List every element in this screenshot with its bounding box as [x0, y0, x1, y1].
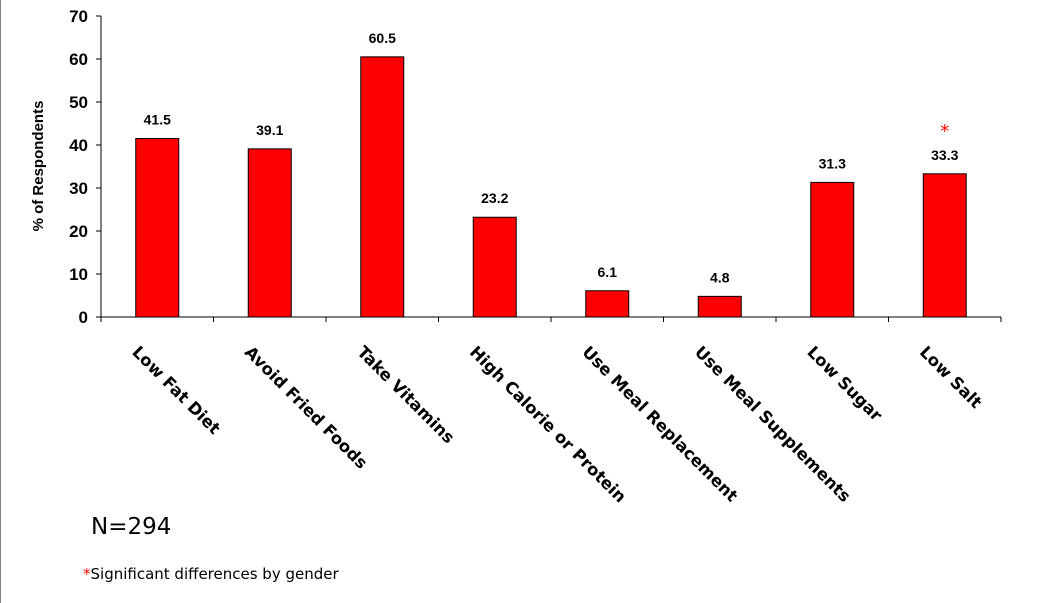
- y-tick-label: 40: [69, 136, 88, 155]
- y-tick-label: 70: [69, 7, 88, 26]
- data-label: 33.3: [931, 147, 958, 163]
- bar: [360, 56, 405, 318]
- y-axis-title: % of Respondents: [30, 101, 47, 232]
- bar: [135, 138, 180, 318]
- data-label: 23.2: [481, 190, 508, 206]
- bar: [247, 148, 292, 318]
- bars: 41.5 39.1 60.5 23.2 6.1 4.8 31.3 33.3 *: [135, 30, 967, 318]
- significance-text: Significant differences by gender: [90, 565, 339, 583]
- y-tick-label: 60: [69, 50, 88, 69]
- x-tick-label: Avoid Fried Foods: [241, 342, 371, 472]
- data-label: 41.5: [144, 112, 171, 128]
- significance-marker: *: [83, 565, 91, 583]
- y-tick-label: 50: [69, 93, 88, 112]
- y-tick-label: 10: [69, 265, 88, 284]
- x-tick-label: Low Sugar: [803, 342, 886, 425]
- significance-note: *Significant differences by gender: [83, 565, 339, 583]
- y-tick-label: 30: [69, 179, 88, 198]
- data-label: 31.3: [819, 155, 846, 171]
- x-tick-label: Low Salt: [916, 342, 986, 412]
- sample-size-note: N=294: [91, 514, 172, 540]
- data-label: 39.1: [256, 122, 283, 138]
- bar: [697, 295, 742, 318]
- y-tick-label: 20: [69, 222, 88, 241]
- bar: [472, 216, 517, 318]
- bar: [585, 290, 630, 318]
- significance-star: *: [940, 121, 949, 142]
- data-label: 6.1: [598, 264, 618, 280]
- data-label: 4.8: [710, 269, 730, 285]
- bar: [922, 173, 967, 318]
- x-tick-label: Low Fat Diet: [128, 342, 224, 438]
- y-tick-label: 0: [79, 308, 88, 327]
- y-axis: 0 10 20 30 40 50 60 70: [69, 7, 102, 327]
- x-tick-label: Take Vitamins: [353, 342, 458, 447]
- data-label: 60.5: [369, 30, 396, 46]
- bar: [810, 181, 855, 318]
